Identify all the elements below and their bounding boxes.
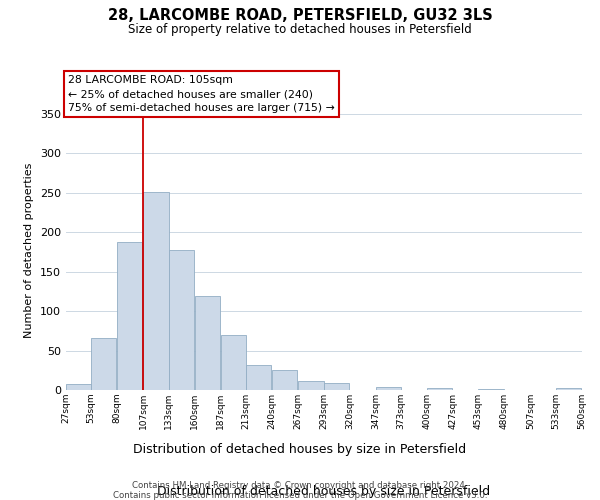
Bar [169, 250, 194, 390]
X-axis label: Distribution of detached houses by size in Petersfield: Distribution of detached houses by size … [157, 484, 491, 498]
Y-axis label: Number of detached properties: Number of detached properties [25, 162, 34, 338]
Text: Distribution of detached houses by size in Petersfield: Distribution of detached houses by size … [133, 442, 467, 456]
Bar [246, 365, 271, 390]
Bar [195, 296, 220, 390]
Bar [66, 384, 91, 390]
Bar [556, 388, 581, 390]
Text: Contains HM Land Registry data © Crown copyright and database right 2024.: Contains HM Land Registry data © Crown c… [132, 481, 468, 490]
Bar [427, 388, 452, 390]
Bar [91, 338, 116, 390]
Bar [272, 370, 298, 390]
Text: 28, LARCOMBE ROAD, PETERSFIELD, GU32 3LS: 28, LARCOMBE ROAD, PETERSFIELD, GU32 3LS [107, 8, 493, 22]
Bar [323, 383, 349, 390]
Bar [478, 389, 503, 390]
Text: Contains public sector information licensed under the Open Government Licence v3: Contains public sector information licen… [113, 491, 487, 500]
Bar [376, 387, 401, 390]
Text: Size of property relative to detached houses in Petersfield: Size of property relative to detached ho… [128, 22, 472, 36]
Bar [143, 192, 169, 390]
Bar [221, 335, 246, 390]
Bar [118, 242, 142, 390]
Bar [298, 380, 323, 390]
Text: 28 LARCOMBE ROAD: 105sqm
← 25% of detached houses are smaller (240)
75% of semi-: 28 LARCOMBE ROAD: 105sqm ← 25% of detach… [68, 75, 335, 113]
